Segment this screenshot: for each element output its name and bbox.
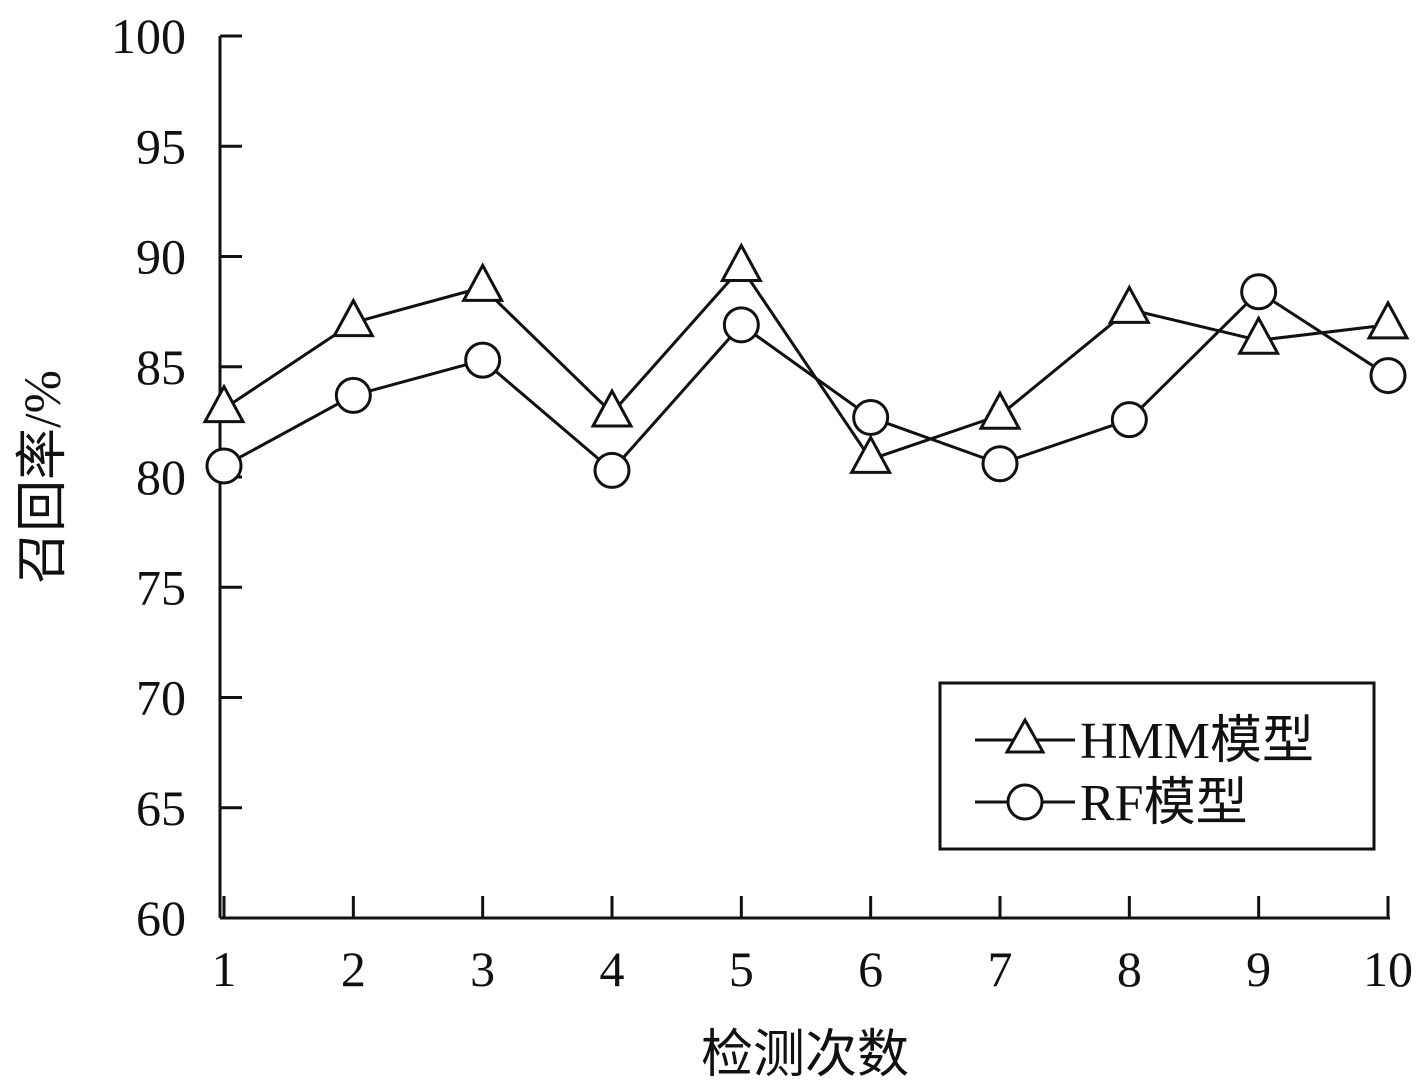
- x-tick-label: 5: [729, 941, 754, 997]
- data-point-circle: [334, 376, 372, 414]
- data-point-circle: [981, 445, 1019, 483]
- legend-label-rf: RF模型: [1080, 775, 1248, 832]
- data-point-circle: [464, 341, 502, 379]
- data-point-circle: [205, 447, 243, 485]
- data-point-circle: [852, 398, 890, 436]
- x-tick-label: 2: [341, 941, 366, 997]
- data-point-triangle: [978, 390, 1022, 430]
- data-point-triangle: [1107, 284, 1151, 324]
- data-point-circle: [593, 451, 631, 489]
- data-point-triangle: [1237, 315, 1281, 355]
- x-tick-label: 10: [1363, 941, 1413, 997]
- legend-circle-icon: [1006, 783, 1044, 821]
- data-point-triangle: [849, 434, 893, 474]
- y-tick-label: 95: [136, 118, 186, 174]
- series-layer: [202, 242, 1410, 489]
- y-tick-label: 90: [136, 229, 186, 285]
- series-line-rf: [223, 290, 1389, 472]
- data-point-triangle: [1366, 299, 1410, 340]
- x-tick-label: 8: [1117, 941, 1142, 997]
- data-point-circle: [1369, 357, 1407, 395]
- y-ticks: 60 65 70 75 80 85 90 95 100: [111, 8, 242, 946]
- x-tick-label: 1: [212, 941, 237, 997]
- data-point-circle: [1240, 273, 1278, 311]
- x-tick-label: 4: [600, 941, 625, 997]
- data-point-triangle: [461, 262, 505, 302]
- y-axis-title: 召回率/%: [15, 370, 72, 584]
- data-point-triangle: [331, 297, 375, 338]
- legend: HMM模型 RF模型: [938, 681, 1376, 851]
- y-tick-label: 100: [111, 8, 186, 64]
- y-tick-label: 80: [136, 449, 186, 505]
- y-tick-label: 65: [136, 780, 186, 836]
- data-point-circle: [1110, 401, 1148, 439]
- x-axis-title: 检测次数: [701, 1027, 909, 1084]
- data-point-triangle: [719, 242, 763, 283]
- data-point-circle: [722, 306, 760, 344]
- x-tick-label: 3: [470, 941, 495, 997]
- legend-triangle-icon: [1004, 716, 1046, 754]
- legend-label-hmm: HMM模型: [1080, 713, 1314, 770]
- y-tick-label: 70: [136, 670, 186, 726]
- y-tick-label: 85: [136, 339, 186, 395]
- series-line-hmm: [223, 266, 1389, 461]
- y-tick-label: 60: [136, 890, 186, 946]
- data-point-triangle: [590, 387, 634, 428]
- legend-box: [938, 681, 1376, 851]
- y-tick-label: 75: [136, 559, 186, 615]
- x-tick-label: 6: [858, 941, 883, 997]
- data-point-triangle: [202, 383, 246, 424]
- x-ticks: 1 2 3 4 5 6 7 8 9 10: [212, 896, 1413, 997]
- x-tick-label: 9: [1246, 941, 1271, 997]
- x-tick-label: 7: [988, 941, 1013, 997]
